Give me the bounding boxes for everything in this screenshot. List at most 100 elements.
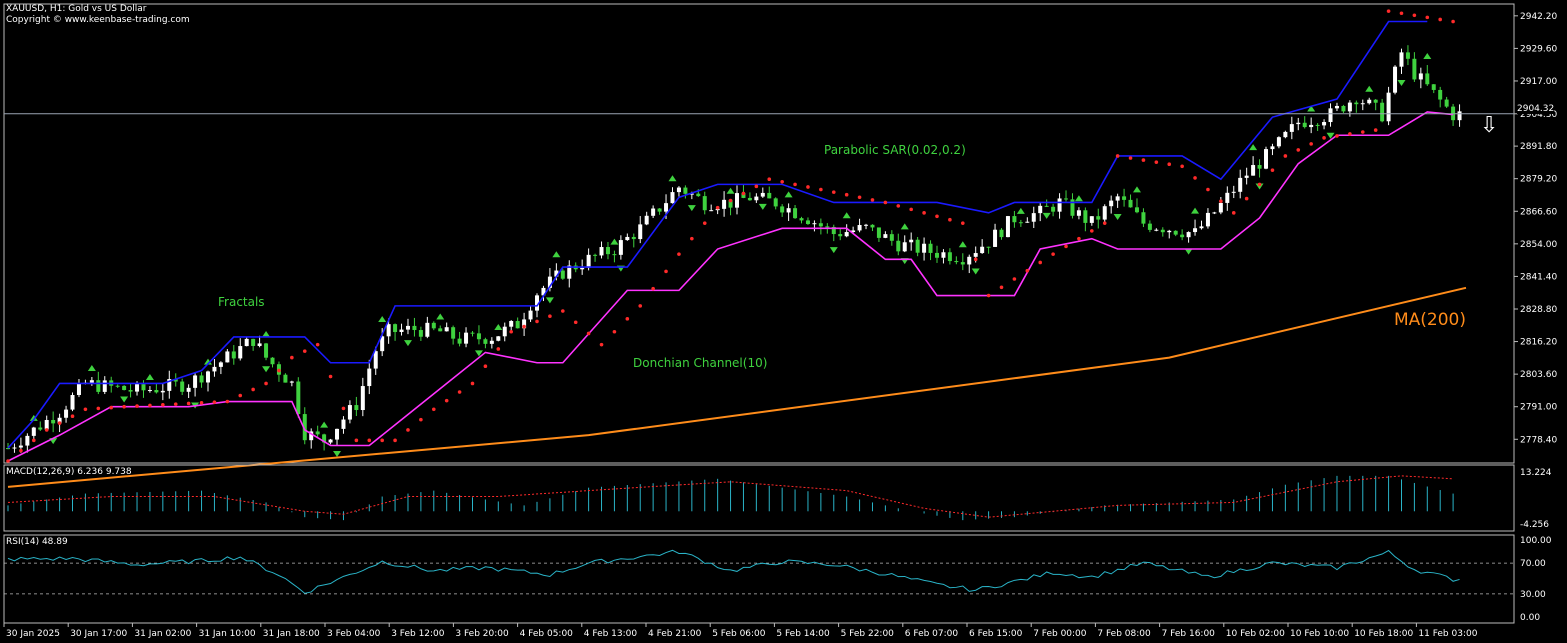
candle-body <box>1244 175 1249 178</box>
fractal-down-icon <box>1397 79 1406 86</box>
candle-body <box>1276 137 1281 147</box>
sar-dot <box>1244 196 1249 201</box>
candle-body <box>735 193 739 208</box>
sar-dot <box>277 368 281 373</box>
candle-body <box>115 385 120 387</box>
sar-dot <box>1206 187 1210 192</box>
candle-body <box>1167 230 1172 233</box>
candle-body <box>889 234 894 241</box>
candle-body <box>1264 149 1269 169</box>
candle-body <box>689 193 694 195</box>
sar-dot <box>819 187 823 192</box>
candle-body <box>1412 58 1417 80</box>
candle-body <box>644 215 649 225</box>
candle-body <box>1096 216 1101 220</box>
sar-dot <box>509 329 514 334</box>
sar-dot <box>212 400 217 404</box>
price-tick-label: 2942.20 <box>1520 12 1557 22</box>
sar-dot <box>922 211 926 215</box>
fractal-up-icon <box>726 187 735 194</box>
sar-dot <box>548 314 552 319</box>
sar-dot <box>1322 136 1326 140</box>
fractal-up-icon <box>1191 207 1200 214</box>
candle-body <box>373 351 378 369</box>
fractal-up-icon <box>668 175 677 182</box>
candle-body <box>1147 223 1152 230</box>
candle-body <box>38 427 43 430</box>
sar-dot <box>315 342 320 347</box>
candle-body <box>322 434 327 443</box>
candle-body <box>812 223 817 225</box>
candle-body <box>567 265 572 279</box>
time-tick-label: 3 Feb 04:00 <box>327 629 381 639</box>
time-tick-label: 5 Feb 14:00 <box>776 629 830 639</box>
candle-body <box>973 253 978 257</box>
time-tick-label: 10 Feb 02:00 <box>1226 629 1285 639</box>
sar-dot <box>1451 19 1455 24</box>
candle-body <box>1134 207 1139 213</box>
sar-dot <box>960 221 965 225</box>
candle-body <box>1354 102 1359 105</box>
time-tick-label: 31 Jan 02:00 <box>134 629 191 639</box>
macd-signal-line <box>7 475 1454 518</box>
candle-body <box>251 338 256 346</box>
candle-body <box>1399 52 1404 67</box>
sar-dot <box>1141 158 1146 162</box>
ma200-label: MA(200) <box>1394 310 1467 330</box>
fractal-up-icon <box>378 316 387 323</box>
candle-body <box>1225 192 1230 203</box>
ma200-line <box>7 286 1467 488</box>
candle-body <box>1231 191 1236 193</box>
price-tick-label: 2803.60 <box>1520 370 1557 380</box>
candle-body <box>857 225 862 231</box>
sar-dot <box>444 398 449 403</box>
candle-body <box>922 243 927 253</box>
sar-dot <box>1012 277 1017 281</box>
time-tick-label: 4 Feb 13:00 <box>584 629 638 639</box>
candle-body <box>1444 99 1449 107</box>
sar-dot <box>225 399 230 404</box>
candle-body <box>1328 108 1333 123</box>
candle-body <box>1070 199 1075 216</box>
rsi-tick-label: 100.00 <box>1520 536 1552 546</box>
candle-body <box>1205 212 1210 227</box>
sar-dot <box>393 438 397 443</box>
candle-body <box>651 208 656 216</box>
time-tick-label: 4 Feb 05:00 <box>520 629 574 639</box>
down-arrow-icon: ⇩ <box>1480 113 1499 138</box>
fractal-up-icon <box>87 364 96 371</box>
sar-dot <box>767 177 772 182</box>
macd-title: MACD(12,26,9) 6.236 9.738 <box>6 467 132 477</box>
sar-dot <box>1360 130 1365 134</box>
candle-body <box>1186 232 1191 238</box>
candle-body <box>535 295 540 311</box>
candle-body <box>1438 89 1443 100</box>
current-price-tag: 2904.32 <box>1517 104 1555 114</box>
chart-copyright: Copyright © www.keenbase-trading.com <box>6 15 190 25</box>
fractal-down-icon <box>545 297 554 304</box>
candle-body <box>1044 205 1049 207</box>
sar-dot <box>973 257 978 262</box>
sar-dot <box>573 320 578 325</box>
candle-body <box>180 381 185 392</box>
price-tick-label: 2791.00 <box>1520 403 1557 413</box>
fractal-down-icon <box>1113 213 1122 220</box>
donchian-upper-line <box>7 20 1428 449</box>
candle-body <box>1386 92 1391 122</box>
candle-body <box>399 329 404 333</box>
candle-body <box>147 390 152 392</box>
sar-dot <box>148 403 152 408</box>
sar-dot <box>1399 11 1404 16</box>
candle-body <box>876 227 881 238</box>
price-tick-label: 2816.20 <box>1520 338 1557 348</box>
sar-dot <box>522 324 526 329</box>
candle-body <box>941 252 946 258</box>
candle-body <box>412 325 417 331</box>
sar-dot <box>651 286 655 291</box>
sar-dot <box>1128 156 1133 160</box>
fractal-up-icon <box>1132 186 1141 193</box>
candle-body <box>825 226 830 228</box>
candle-body <box>464 332 469 344</box>
candle-body <box>754 196 759 201</box>
